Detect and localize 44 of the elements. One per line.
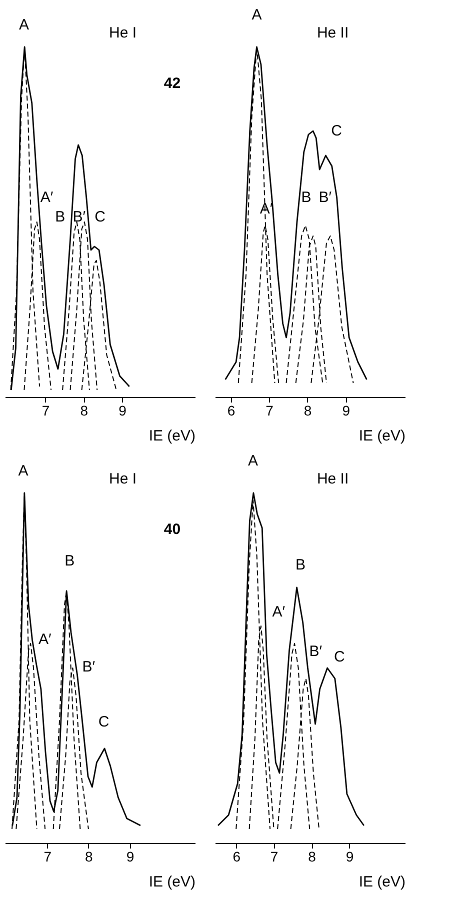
annotation: C bbox=[98, 713, 110, 730]
text: He II bbox=[316, 24, 349, 42]
x-tick-label: 8 bbox=[304, 402, 312, 418]
x-axis-title: IE (eV) bbox=[358, 428, 406, 444]
annotation: B bbox=[55, 208, 66, 226]
x-tick-label: 9 bbox=[346, 848, 354, 864]
annotation: B bbox=[301, 188, 312, 206]
annotation: 40 bbox=[164, 521, 181, 538]
x-tick-label: 9 bbox=[342, 402, 350, 418]
x-tick-label: 7 bbox=[270, 848, 278, 864]
x-tick-label: 7 bbox=[44, 848, 52, 864]
x-tick-label: 8 bbox=[85, 848, 94, 864]
x-tick-label: 9 bbox=[118, 402, 127, 418]
text: A bbox=[18, 462, 28, 480]
annotation: A′ bbox=[260, 200, 273, 218]
x-tick-label: 9 bbox=[126, 848, 134, 864]
annotation: B′ bbox=[72, 208, 86, 226]
annotation: A′ bbox=[40, 188, 54, 206]
annotation: C bbox=[94, 208, 106, 226]
text: A bbox=[248, 452, 258, 470]
text: A bbox=[18, 16, 30, 34]
annotation: B bbox=[64, 552, 75, 570]
x-tick-label: 6 bbox=[227, 402, 236, 418]
text: A bbox=[252, 6, 262, 24]
text: He I bbox=[109, 24, 137, 42]
x-tick-label: 8 bbox=[308, 848, 316, 864]
x-axis-title: IE (eV) bbox=[358, 874, 406, 890]
annotation: 42 bbox=[164, 75, 181, 92]
x-tick-label: 7 bbox=[42, 402, 50, 418]
x-axis-title: IE (eV) bbox=[148, 874, 196, 890]
x-tick-label: 6 bbox=[232, 848, 241, 864]
annotation: B′ bbox=[318, 188, 332, 206]
annotation: B bbox=[295, 556, 306, 574]
x-tick-label: 7 bbox=[266, 402, 274, 418]
annotation: A′ bbox=[272, 604, 286, 621]
text: He II bbox=[316, 470, 349, 488]
annotation: B′ bbox=[309, 642, 322, 660]
annotation: A′ bbox=[38, 631, 52, 648]
annotation: C bbox=[334, 648, 346, 666]
text: He I bbox=[109, 470, 137, 488]
x-axis-title: IE (eV) bbox=[148, 428, 196, 444]
annotation: B′ bbox=[82, 658, 96, 676]
x-tick-label: 8 bbox=[80, 402, 88, 418]
annotation: C bbox=[331, 122, 342, 140]
